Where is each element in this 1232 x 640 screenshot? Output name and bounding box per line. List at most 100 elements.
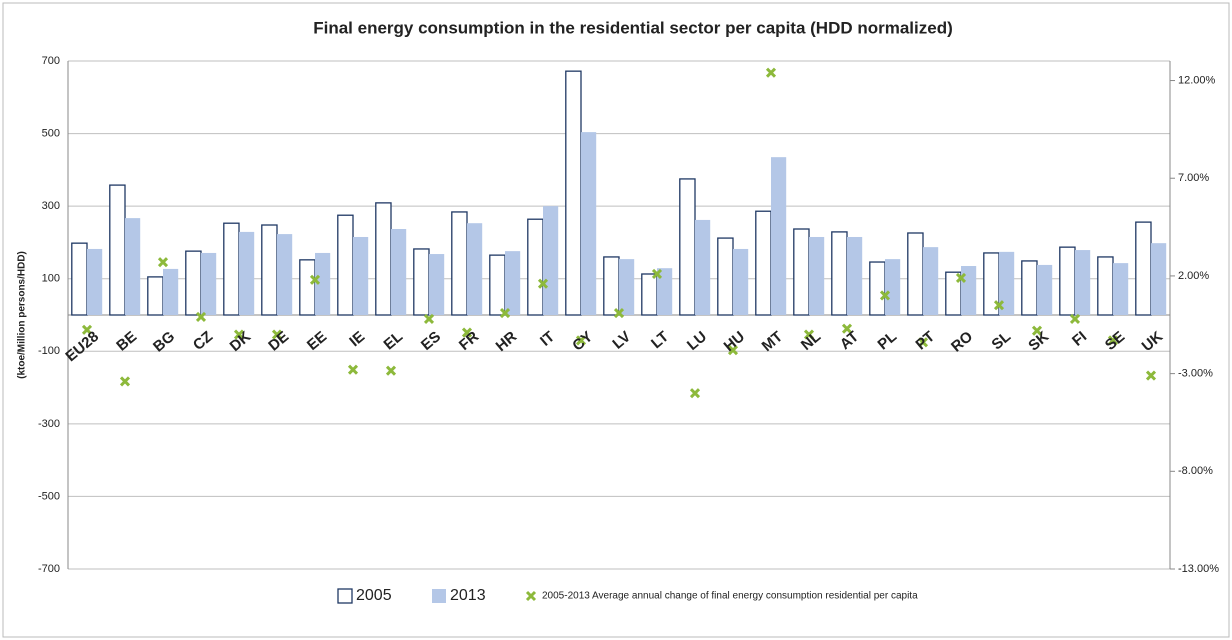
bar — [1037, 264, 1053, 315]
bar — [907, 232, 924, 316]
bar — [489, 254, 506, 316]
bar — [1097, 256, 1114, 316]
bar — [391, 229, 407, 315]
bar — [565, 70, 582, 316]
bar — [793, 228, 810, 316]
point — [879, 290, 891, 301]
bar — [71, 242, 88, 316]
y2-tick-label: -13.00% — [1178, 563, 1219, 575]
bar — [277, 234, 293, 315]
bar — [1113, 263, 1129, 315]
bar — [1075, 250, 1091, 315]
legend-swatch — [432, 589, 446, 603]
bar — [467, 223, 483, 315]
y-tick-label: 700 — [42, 55, 60, 67]
y2-tick-label: -3.00% — [1178, 368, 1213, 380]
bar — [163, 268, 179, 315]
chart-title: Final energy consumption in the resident… — [313, 18, 953, 37]
y-tick-label: 500 — [42, 127, 60, 139]
y-tick-label: -300 — [38, 418, 60, 430]
bar — [223, 222, 240, 316]
point — [233, 329, 245, 340]
point — [537, 278, 549, 289]
bar — [1021, 260, 1038, 316]
bar — [185, 250, 202, 316]
point — [1069, 313, 1081, 324]
y-tick-label: 300 — [42, 200, 60, 212]
y2-tick-label: 2.00% — [1178, 270, 1209, 282]
y-tick-label: -500 — [38, 490, 60, 502]
bar — [87, 248, 103, 315]
bar — [679, 178, 696, 316]
bar — [885, 259, 901, 315]
bar — [581, 132, 597, 315]
bar — [603, 256, 620, 316]
point — [1107, 335, 1119, 346]
bar — [413, 248, 430, 316]
bar — [109, 184, 126, 316]
bar — [923, 247, 939, 315]
y-axis-label: (ktoe/Million persons/HDD) — [17, 251, 28, 379]
point — [157, 257, 169, 268]
bar — [1059, 246, 1076, 316]
point — [575, 335, 587, 346]
point — [651, 268, 663, 280]
legend-label: 2013 — [450, 587, 486, 604]
y-tick-label: -100 — [38, 345, 60, 357]
bar — [337, 214, 354, 316]
point — [993, 300, 1005, 311]
point — [917, 337, 929, 348]
point — [689, 388, 701, 399]
point — [347, 364, 359, 375]
bar — [353, 236, 369, 315]
bar — [239, 231, 255, 315]
y2-tick-label: 12.00% — [1178, 74, 1216, 86]
point — [309, 274, 321, 285]
bar — [641, 273, 658, 316]
bar — [147, 276, 164, 316]
legend-label: 2005-2013 Average annual change of final… — [542, 591, 918, 602]
point — [119, 376, 131, 387]
point — [1031, 325, 1043, 336]
bar — [619, 259, 635, 315]
bar — [125, 218, 141, 315]
bar — [809, 236, 825, 315]
bar — [999, 251, 1015, 315]
point — [385, 365, 397, 376]
bar — [1135, 221, 1152, 316]
bar — [451, 211, 468, 316]
y-tick-label: 100 — [42, 273, 60, 285]
point — [765, 67, 777, 78]
y2-tick-label: -8.00% — [1178, 465, 1213, 477]
point — [461, 327, 473, 338]
bar — [505, 251, 521, 315]
point — [81, 324, 93, 335]
bar — [201, 252, 217, 315]
bar — [755, 210, 772, 316]
point — [955, 272, 967, 283]
bar — [771, 157, 787, 315]
bar — [429, 254, 445, 315]
bar — [657, 268, 673, 315]
point — [727, 345, 739, 356]
bar — [961, 266, 977, 315]
bar — [261, 224, 278, 316]
bar — [733, 248, 749, 315]
point — [613, 307, 625, 319]
bar — [543, 206, 559, 315]
point — [499, 307, 511, 319]
bar — [869, 261, 886, 316]
y-tick-label: -700 — [38, 563, 60, 575]
legend-marker — [525, 590, 537, 602]
y2-tick-label: 7.00% — [1178, 172, 1209, 184]
bar — [375, 202, 392, 316]
legend-swatch — [337, 588, 353, 604]
bar — [831, 231, 848, 316]
legend-label: 2005 — [356, 587, 392, 604]
point — [195, 311, 207, 323]
bar — [717, 237, 734, 316]
point — [423, 313, 435, 324]
bar — [299, 259, 316, 316]
